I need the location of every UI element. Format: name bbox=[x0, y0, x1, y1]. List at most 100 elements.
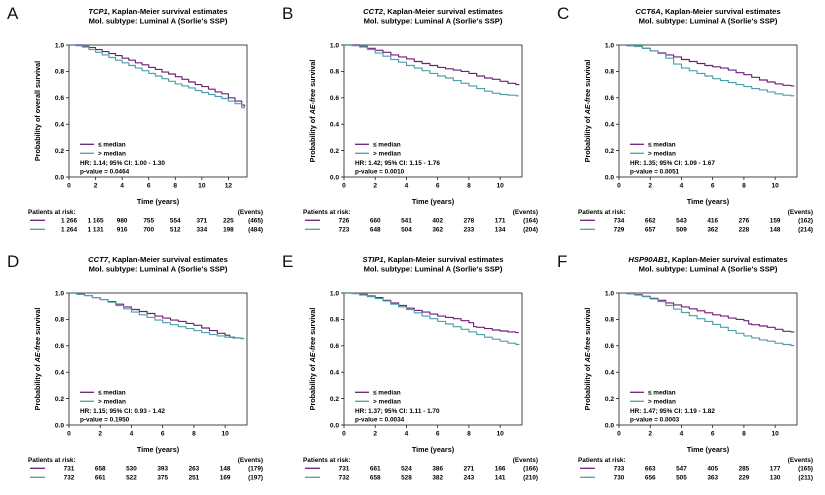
risk-events: (484) bbox=[248, 227, 263, 234]
risk-count: 530 bbox=[126, 466, 137, 473]
x-tick-label: 0 bbox=[342, 183, 346, 190]
y-axis-label: Probability of AE-free survival bbox=[308, 60, 317, 163]
y-tick-label: 0.4 bbox=[330, 370, 339, 377]
x-axis-label: Time (years) bbox=[412, 445, 455, 454]
y-tick-label: 1.0 bbox=[55, 290, 64, 297]
chart-title-gene: CCT6A bbox=[635, 7, 660, 16]
y-tick-label: 0.6 bbox=[330, 343, 339, 350]
y-axis-label: Probability of overall survival bbox=[33, 61, 42, 161]
x-tick-label: 8 bbox=[173, 183, 177, 190]
risk-count: 662 bbox=[645, 218, 656, 225]
x-tick-label: 0 bbox=[67, 431, 71, 438]
y-tick-label: 0.6 bbox=[605, 95, 614, 102]
risk-count: 134 bbox=[495, 227, 506, 234]
x-tick-label: 8 bbox=[192, 431, 196, 438]
risk-count: 541 bbox=[401, 218, 412, 225]
x-tick-label: 10 bbox=[496, 431, 504, 438]
risk-count: 916 bbox=[117, 227, 128, 234]
legend-label-le-median: ≤ median bbox=[98, 390, 126, 397]
x-tick-label: 8 bbox=[742, 431, 746, 438]
y-tick-label: 1.0 bbox=[605, 42, 614, 49]
events-header: (Events) bbox=[513, 209, 538, 216]
chart-subtitle: Mol. subtype: Luminal A (Sorlie's SSP) bbox=[639, 17, 778, 26]
risk-count: 386 bbox=[432, 466, 443, 473]
p-value-text: p-value = 0.0003 bbox=[630, 417, 680, 424]
chart-title-rest: , Kaplan-Meier survival estimates bbox=[108, 7, 228, 16]
risk-count: 543 bbox=[676, 218, 687, 225]
x-tick-label: 10 bbox=[221, 431, 229, 438]
x-tick-label: 6 bbox=[147, 183, 151, 190]
risk-count: 416 bbox=[707, 218, 718, 225]
x-tick-label: 4 bbox=[120, 183, 124, 190]
hr-text: HR: 1.47; 95% CI: 1.19 - 1.82 bbox=[630, 408, 715, 415]
risk-count: 1 131 bbox=[88, 227, 104, 234]
y-tick-label: 0.8 bbox=[55, 69, 64, 76]
x-tick-label: 4 bbox=[130, 431, 134, 438]
risk-count: 228 bbox=[739, 227, 750, 234]
risk-count: 554 bbox=[170, 218, 181, 225]
risk-events: (210) bbox=[523, 475, 538, 482]
risk-count: 657 bbox=[645, 227, 656, 234]
risk-count: 731 bbox=[64, 466, 75, 473]
risk-count: 734 bbox=[614, 218, 625, 225]
legend-label-gt-median: > median bbox=[98, 399, 126, 406]
x-tick-label: 2 bbox=[648, 431, 652, 438]
y-tick-label: 0.4 bbox=[55, 370, 64, 377]
risk-count: 731 bbox=[339, 466, 350, 473]
km-curve-le-median bbox=[619, 292, 795, 333]
events-header: (Events) bbox=[788, 209, 813, 216]
risk-count: 166 bbox=[495, 466, 506, 473]
x-axis-label: Time (years) bbox=[137, 197, 180, 206]
y-axis-label-part: AE-free bbox=[583, 337, 592, 364]
legend-label-gt-median: > median bbox=[648, 399, 676, 406]
km-curve-le-median bbox=[69, 44, 245, 107]
chart-title-rest: , Kaplan-Meier survival estimates bbox=[108, 255, 228, 264]
y-axis-label-part: AE-free bbox=[583, 89, 592, 116]
y-tick-label: 0.2 bbox=[605, 396, 614, 403]
risk-count: 729 bbox=[614, 227, 625, 234]
risk-events: (179) bbox=[248, 466, 263, 473]
p-value-text: p-value = 0.1950 bbox=[80, 417, 130, 424]
risk-count: 276 bbox=[739, 218, 750, 225]
x-tick-label: 6 bbox=[161, 431, 165, 438]
y-axis-label-part: survival bbox=[308, 308, 317, 337]
risk-count: 660 bbox=[370, 218, 381, 225]
risk-count: 362 bbox=[432, 227, 443, 234]
y-tick-label: 0.8 bbox=[330, 69, 339, 76]
y-tick-label: 0.0 bbox=[330, 174, 339, 181]
y-tick-label: 0.2 bbox=[55, 396, 64, 403]
y-axis-label-part: Probability of bbox=[33, 362, 42, 410]
y-axis-label-part: Probability of bbox=[583, 362, 592, 410]
legend-label-le-median: ≤ median bbox=[648, 142, 676, 149]
risk-count: 263 bbox=[189, 466, 200, 473]
risk-events: (166) bbox=[523, 466, 538, 473]
risk-count: 723 bbox=[339, 227, 350, 234]
x-tick-label: 0 bbox=[617, 183, 621, 190]
x-tick-label: 2 bbox=[648, 183, 652, 190]
risk-count: 505 bbox=[676, 475, 687, 482]
y-tick-label: 0.2 bbox=[55, 148, 64, 155]
chart-title: HSP90AB1, Kaplan-Meier survival estimate… bbox=[628, 255, 787, 264]
risk-count: 285 bbox=[739, 466, 750, 473]
x-tick-label: 2 bbox=[373, 431, 377, 438]
patients-at-risk-label: Patients at risk: bbox=[578, 209, 626, 216]
panel-B-chart: B CCT2, Kaplan-Meier survival estimatesMo… bbox=[282, 4, 538, 234]
panel-letter: E bbox=[282, 252, 293, 271]
panel-A-chart: A TCP1, Kaplan-Meier survival estimatesMo… bbox=[7, 4, 263, 234]
x-tick-label: 6 bbox=[711, 183, 715, 190]
risk-count: 661 bbox=[95, 475, 106, 482]
risk-count: 504 bbox=[401, 227, 412, 234]
chart-title-gene: TCP1 bbox=[88, 7, 107, 16]
chart-subtitle: Mol. subtype: Luminal A (Sorlie's SSP) bbox=[639, 265, 778, 274]
events-header: (Events) bbox=[788, 457, 813, 464]
y-axis-label-part: Probability of bbox=[583, 114, 592, 162]
y-tick-label: 0.0 bbox=[605, 422, 614, 429]
chart-title: CCT7, Kaplan-Meier survival estimates bbox=[88, 255, 228, 264]
legend-label-le-median: ≤ median bbox=[373, 390, 401, 397]
chart-title-rest: , Kaplan-Meier survival estimates bbox=[384, 255, 504, 264]
y-tick-label: 1.0 bbox=[605, 290, 614, 297]
risk-count: 528 bbox=[401, 475, 412, 482]
x-tick-label: 2 bbox=[373, 183, 377, 190]
legend-label-gt-median: > median bbox=[98, 151, 126, 158]
